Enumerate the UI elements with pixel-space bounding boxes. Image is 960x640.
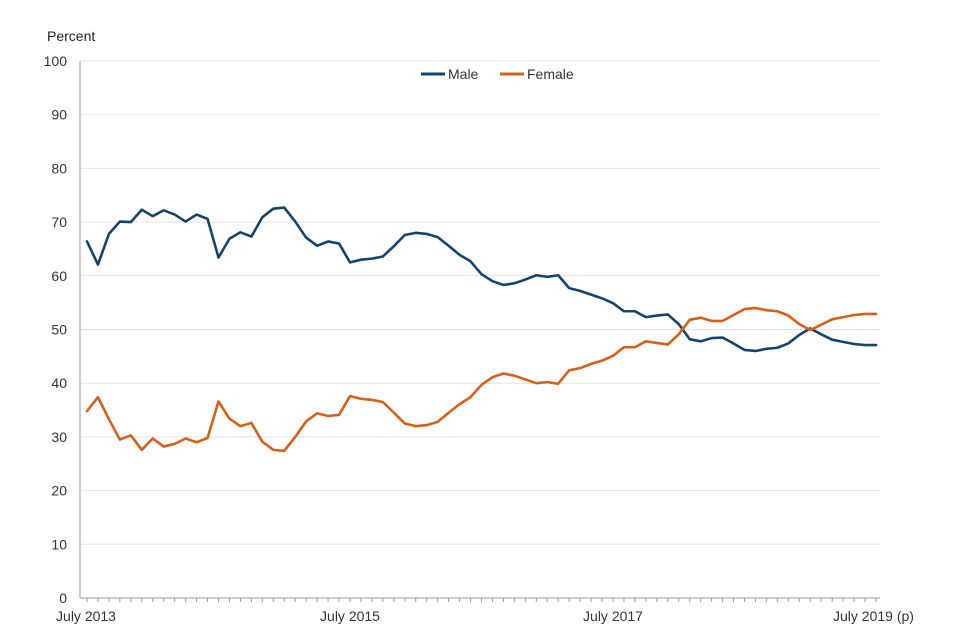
legend: Male Female [421,66,574,82]
series-line-male [85,206,878,353]
y-tick-label: 70 [51,214,67,230]
x-tick-label: July 2017 [583,608,643,624]
series-line-female [85,306,878,453]
x-tick-label: July 2015 [320,608,380,624]
grid-lines [80,60,880,545]
x-tick-labels: July 2013 July 2015 July 2017 July 2019 (p) [56,608,914,624]
legend-label-female: Female [527,66,574,82]
x-tick-label: July 2013 [56,608,116,624]
y-tick-label: 60 [51,268,67,284]
axes [79,61,880,599]
y-tick-label: 100 [44,53,68,69]
y-tick-label: 50 [51,322,67,338]
x-tick-label: July 2019 (p) [833,608,914,624]
y-tick-labels: 0 10 20 30 40 50 60 70 80 90 100 [44,53,68,606]
y-tick-label: 80 [51,160,67,176]
y-axis-title: Percent [47,28,95,44]
y-tick-label: 40 [51,375,67,391]
y-tick-label: 10 [51,536,67,552]
y-tick-label: 30 [51,429,67,445]
series-lines [85,206,878,453]
y-tick-label: 0 [59,590,67,606]
x-ticks [86,598,877,602]
y-tick-label: 90 [51,107,67,123]
y-tick-label: 20 [51,483,67,499]
legend-label-male: Male [448,66,479,82]
